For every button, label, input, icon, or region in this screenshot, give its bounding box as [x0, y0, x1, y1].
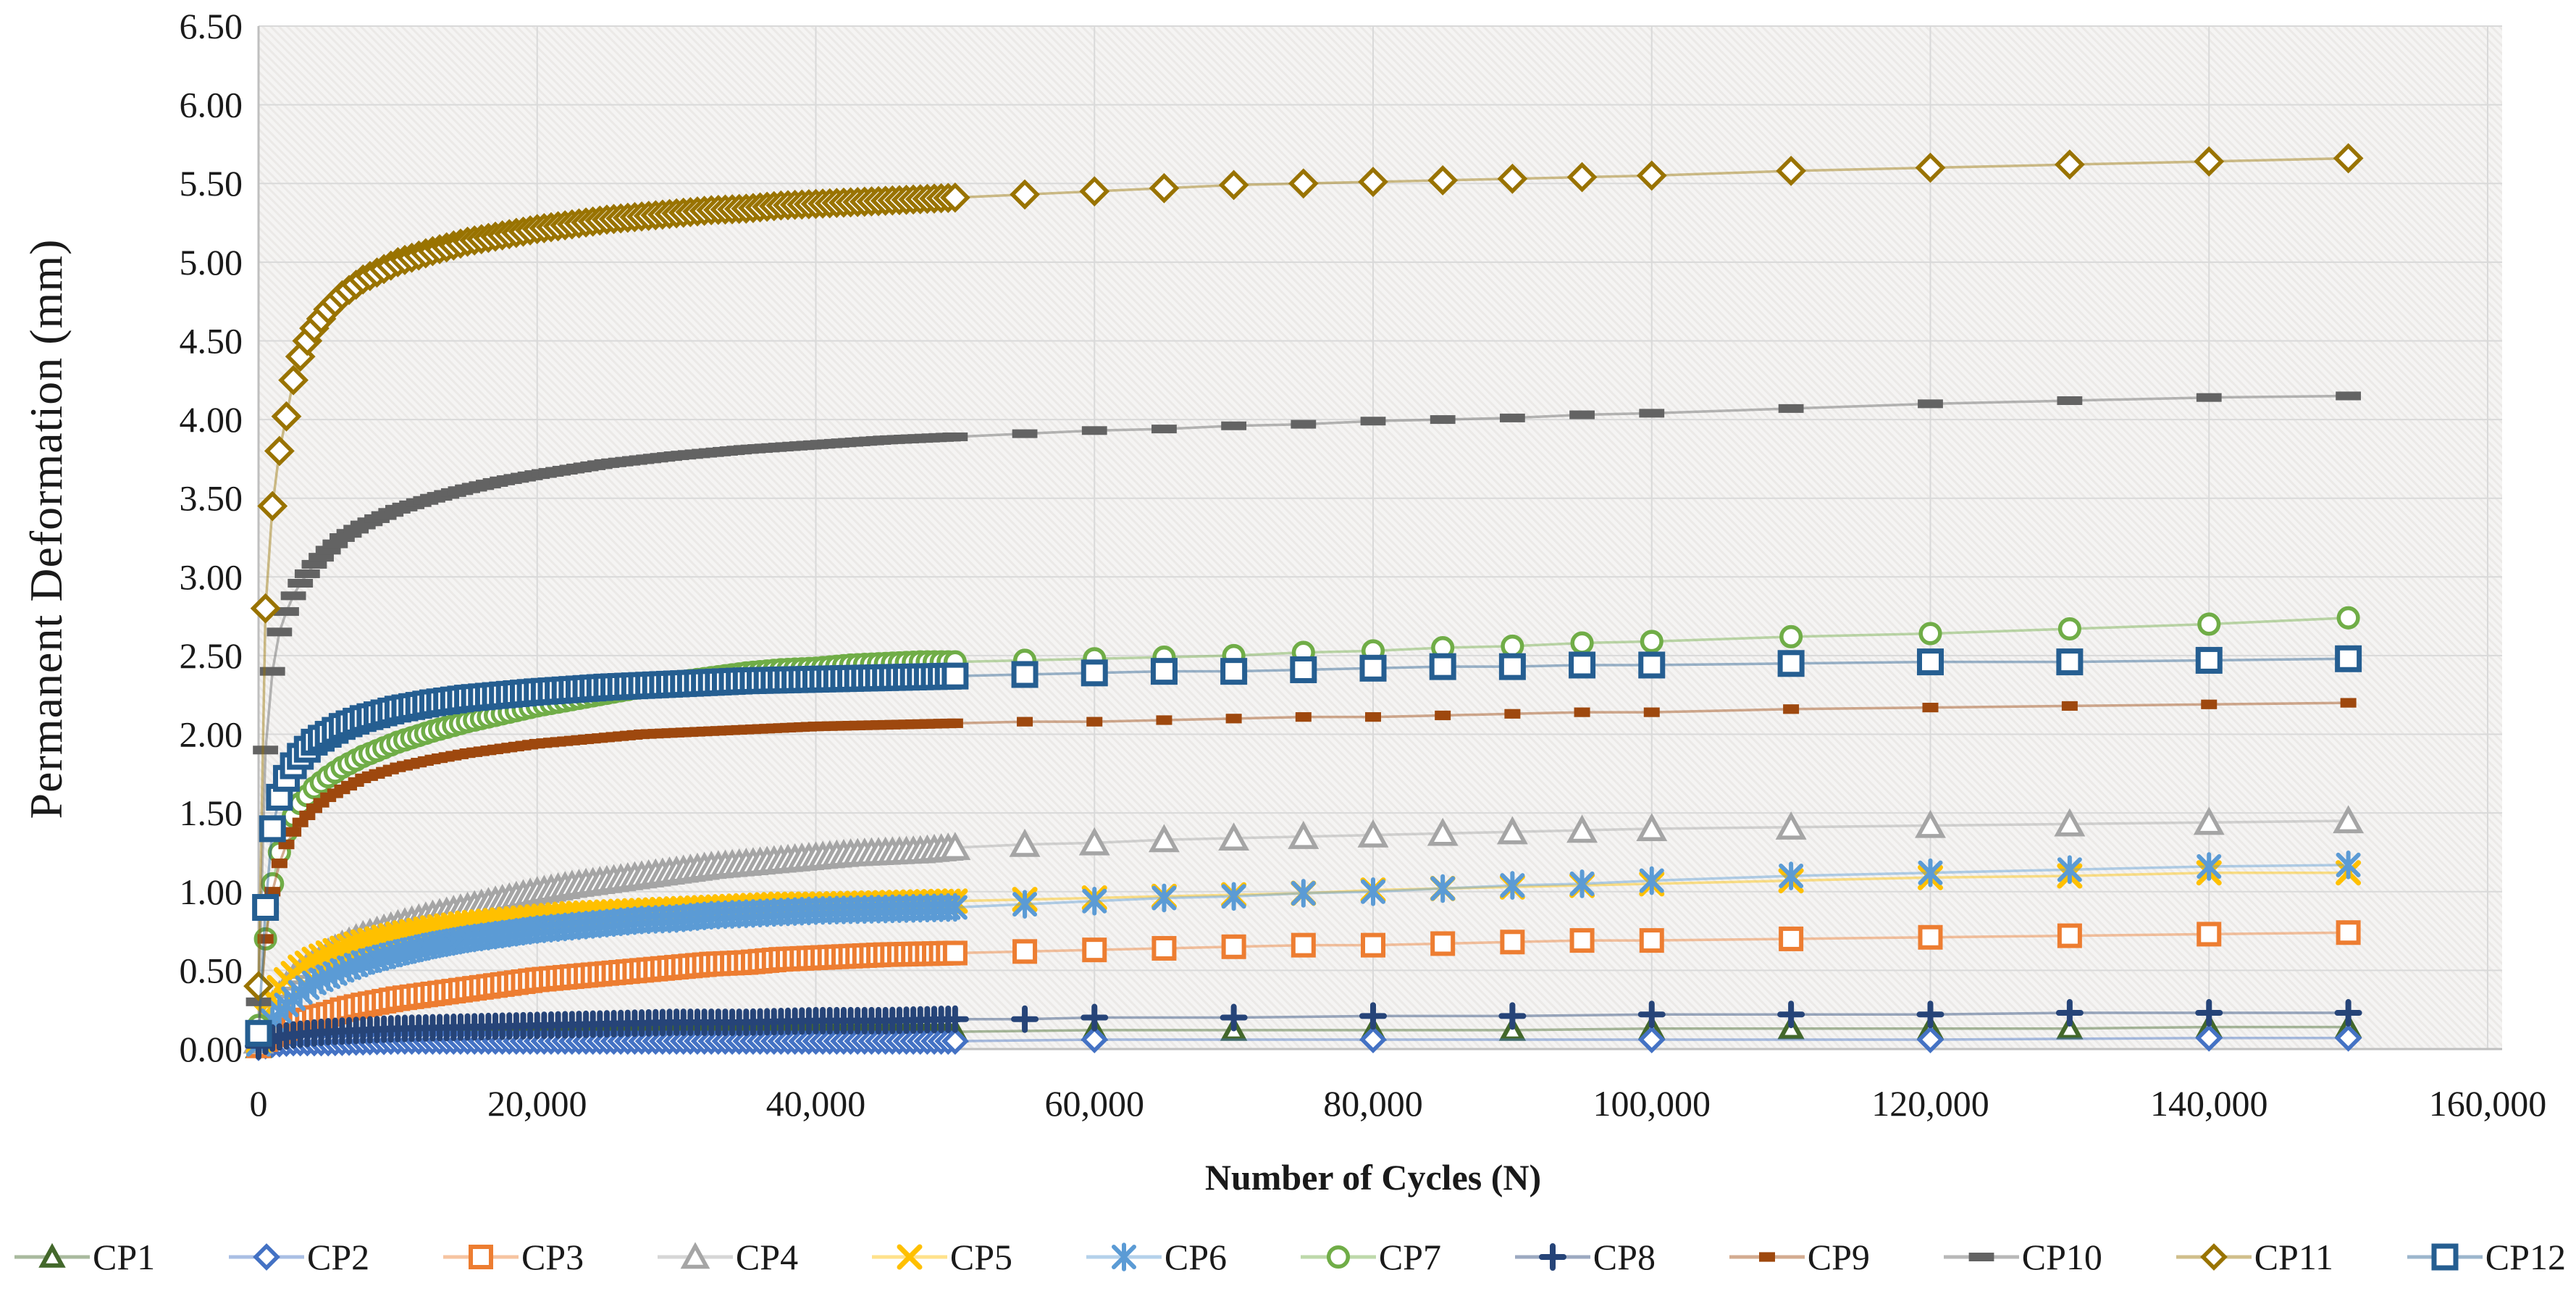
legend: CP1 CP2 CP3 CP4 CP5 CP6 CP7 CP8 CP9 CP10 CP11 CP12	[13, 1226, 2566, 1288]
x-axis-title: Number of Cycles (N)	[1204, 1157, 1542, 1198]
svg-text:140,000: 140,000	[2150, 1083, 2268, 1124]
svg-text:2.50: 2.50	[180, 635, 243, 676]
svg-text:100,000: 100,000	[1593, 1083, 1711, 1124]
svg-text:5.00: 5.00	[180, 242, 243, 283]
svg-text:0.00: 0.00	[180, 1029, 243, 1069]
cp3-marker-icon	[442, 1245, 519, 1269]
legend-label: CP4	[735, 1237, 799, 1277]
series-cp12	[245, 645, 2362, 1047]
legend-label: CP1	[93, 1237, 156, 1277]
legend-label: CP11	[2254, 1237, 2333, 1277]
cp5-marker-icon	[871, 1244, 947, 1270]
y-tick-labels: 0.00 0.50 1.00 1.50 2.00 2.50 3.00 3.50 4.00 4.50…	[180, 6, 243, 1069]
series-cp9	[251, 698, 2357, 1038]
svg-text:6.50: 6.50	[180, 6, 243, 46]
svg-text:60,000: 60,000	[1045, 1083, 1145, 1124]
legend-item-cp7: CP7	[1299, 1235, 1441, 1279]
legend-item-cp9: CP9	[1728, 1235, 1870, 1279]
svg-text:160,000: 160,000	[2429, 1083, 2547, 1124]
series-cp10	[246, 391, 2362, 1006]
series-cp4	[243, 805, 2365, 1054]
svg-text:40,000: 40,000	[766, 1083, 866, 1124]
legend-label: CP7	[1378, 1237, 1441, 1277]
svg-text:0: 0	[250, 1083, 268, 1124]
legend-item-cp10: CP10	[1942, 1235, 2102, 1279]
cp12-marker-icon	[2407, 1243, 2483, 1271]
series-cp11	[243, 143, 2364, 1001]
svg-text:3.00: 3.00	[180, 556, 243, 597]
legend-item-cp12: CP12	[2406, 1235, 2566, 1279]
legend-label: CP6	[1164, 1237, 1228, 1277]
cp8-marker-icon	[1514, 1243, 1590, 1271]
cp4-marker-icon	[657, 1242, 733, 1269]
legend-item-cp4: CP4	[656, 1235, 798, 1279]
legend-item-cp6: CP6	[1085, 1235, 1227, 1279]
cp11-marker-icon	[2176, 1243, 2252, 1271]
legend-label: CP5	[949, 1237, 1013, 1277]
legend-label: CP2	[306, 1237, 370, 1277]
legend-label: CP3	[521, 1237, 584, 1277]
cp10-marker-icon	[1943, 1253, 2019, 1261]
svg-text:1.00: 1.00	[180, 872, 243, 912]
svg-text:4.50: 4.50	[180, 320, 243, 361]
cp9-marker-icon	[1729, 1252, 1805, 1262]
svg-text:1.50: 1.50	[180, 793, 243, 833]
svg-text:5.50: 5.50	[180, 163, 243, 204]
svg-text:20,000: 20,000	[487, 1083, 587, 1124]
svg-text:2.00: 2.00	[180, 714, 243, 755]
legend-label: CP9	[1807, 1237, 1870, 1277]
y-axis-title: Permanent Deformation (mm)	[20, 238, 72, 819]
svg-text:6.00: 6.00	[180, 85, 243, 125]
legend-item-cp3: CP3	[442, 1235, 584, 1279]
cp2-marker-icon	[228, 1243, 304, 1271]
legend-label: CP10	[2021, 1237, 2102, 1277]
svg-text:0.50: 0.50	[180, 950, 243, 990]
cp1-marker-icon	[14, 1242, 90, 1268]
legend-item-cp2: CP2	[227, 1235, 369, 1279]
x-tick-labels: 0 20,000 40,000 60,000 80,000 100,000 120,000 1…	[250, 1083, 2547, 1124]
cp6-marker-icon	[1086, 1242, 1162, 1271]
cp7-marker-icon	[1300, 1245, 1376, 1269]
svg-text:120,000: 120,000	[1871, 1083, 1989, 1124]
series-cp6	[246, 851, 2361, 1059]
legend-label: CP12	[2485, 1237, 2566, 1277]
svg-text:80,000: 80,000	[1323, 1083, 1423, 1124]
legend-item-cp8: CP8	[1514, 1235, 1656, 1279]
legend-item-cp11: CP11	[2175, 1235, 2333, 1279]
svg-text:4.00: 4.00	[180, 399, 243, 440]
legend-item-cp1: CP1	[13, 1235, 155, 1279]
legend-item-cp5: CP5	[870, 1235, 1012, 1279]
legend-label: CP8	[1593, 1237, 1656, 1277]
svg-text:3.50: 3.50	[180, 478, 243, 519]
